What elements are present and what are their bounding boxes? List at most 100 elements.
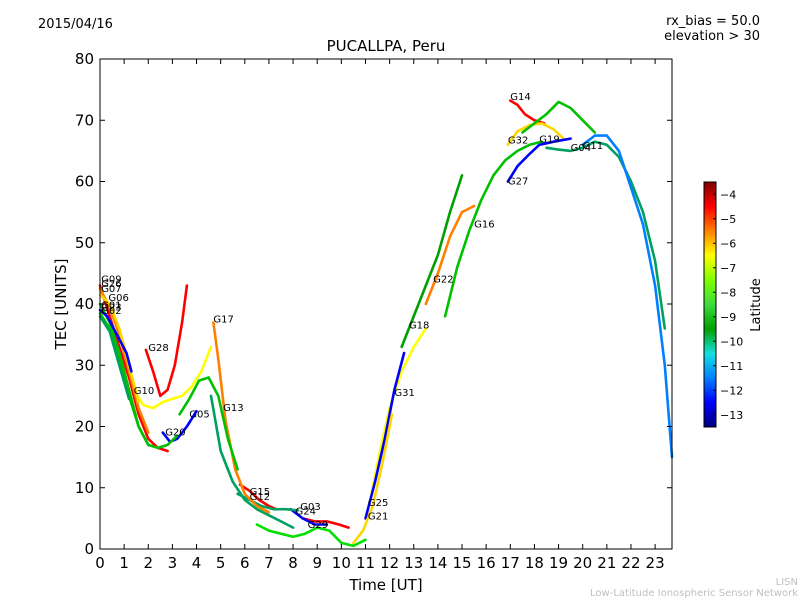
colorbar-tick-label: −9	[720, 311, 736, 324]
series-line-g10	[132, 345, 213, 410]
series-line-g11	[581, 134, 674, 459]
org-short-label: LISN	[775, 577, 798, 588]
x-tick-label: 6	[240, 554, 250, 572]
colorbar-tick-label: −6	[720, 237, 736, 250]
elevation-label: elevation > 30	[664, 29, 760, 44]
y-tick-label: 40	[75, 295, 94, 313]
series-label-g05: G05	[189, 409, 209, 420]
rx-bias-label: rx_bias = 50.0	[666, 14, 760, 29]
y-axis-label: TEC [UNITS]	[52, 259, 70, 351]
x-tick-label: 23	[646, 554, 665, 572]
y-tick-label: 30	[75, 356, 94, 374]
series-label-g19: G19	[539, 134, 559, 145]
colorbar-label: Latitude	[749, 278, 764, 332]
series-label-g06: G06	[108, 293, 128, 304]
series-label-g29: G29	[308, 520, 328, 531]
series-label-g27: G27	[508, 177, 528, 188]
series-line-g24	[289, 507, 329, 526]
y-tick-label: 10	[75, 479, 94, 497]
x-tick-label: 11	[356, 554, 375, 572]
x-tick-label: 2	[143, 554, 153, 572]
x-tick-label: 15	[452, 554, 471, 572]
x-tick-label: 21	[597, 554, 616, 572]
series-label-g02: G02	[101, 306, 121, 317]
x-tick-label: 22	[621, 554, 640, 572]
series-label-g32: G32	[508, 136, 528, 147]
x-tick-label: 13	[404, 554, 423, 572]
colorbar-tick-label: −5	[720, 213, 736, 226]
x-tick-label: 8	[288, 554, 298, 572]
series-line-g32	[506, 122, 565, 147]
date-label: 2015/04/16	[38, 17, 113, 32]
x-tick-label: 3	[168, 554, 178, 572]
series-label-g11: G11	[583, 141, 603, 152]
series-label-g16: G16	[474, 219, 494, 230]
series-label-g24: G24	[296, 507, 316, 518]
series-label-g26: G26	[101, 279, 121, 290]
series-label-g22: G22	[433, 275, 453, 286]
series-layer	[98, 99, 674, 548]
series-line-g21	[352, 412, 394, 545]
series-label-g14: G14	[510, 92, 530, 103]
x-tick-label: 5	[216, 554, 226, 572]
series-line-g29	[255, 523, 367, 548]
series-line-g16	[443, 140, 544, 318]
series-label-g03: G03	[300, 502, 320, 513]
y-tick-label: 50	[75, 234, 94, 252]
colorbar-tick-label: −4	[720, 188, 736, 201]
series-label-g17: G17	[213, 314, 233, 325]
series-label-g13: G13	[223, 403, 243, 414]
colorbar-ticks: −4 −5 −6 −7 −8 −9 −10 −11 −12 −13	[713, 188, 743, 422]
series-label-g01: G01	[101, 300, 121, 311]
x-tick-label: 9	[312, 554, 322, 572]
x-axis: 0 1 2 3 4 5 6 7 8 9 10 11 12 13 14 15 16 17 18 19 20 21 22 23	[95, 59, 665, 572]
series-label-g18: G18	[409, 321, 429, 332]
x-tick-label: 20	[573, 554, 592, 572]
colorbar-tick-label: −13	[720, 409, 743, 422]
series-line-g28	[144, 284, 189, 398]
x-tick-label: 14	[428, 554, 447, 572]
series-label-g23: G23	[101, 303, 121, 314]
colorbar-tick-label: −11	[720, 360, 743, 373]
series-line-g25	[364, 351, 406, 520]
colorbar-tick-label: −12	[720, 384, 743, 397]
series-label-g21: G21	[368, 512, 388, 523]
y-tick-label: 60	[75, 173, 94, 191]
series-label-g31: G31	[394, 388, 414, 399]
y-tick-label: 20	[75, 418, 94, 436]
series-line-g04	[545, 140, 667, 330]
x-tick-label: 4	[192, 554, 202, 572]
series-line-g12	[236, 492, 300, 512]
series-line-g27	[506, 137, 572, 183]
x-tick-label: 16	[477, 554, 496, 572]
x-tick-label: 1	[119, 554, 129, 572]
series-label-g25: G25	[368, 498, 388, 509]
series-label-g07: G07	[101, 284, 121, 295]
series-label-g09: G09	[101, 275, 121, 286]
org-long-label: Low-Latitude Ionospheric Sensor Network	[590, 588, 798, 599]
series-label-g04: G04	[571, 143, 591, 154]
x-tick-label: 12	[380, 554, 399, 572]
series-line-g07	[98, 293, 140, 404]
x-tick-label: 10	[332, 554, 351, 572]
x-tick-label: 19	[549, 554, 568, 572]
series-line-g02	[98, 314, 131, 401]
y-tick-label: 70	[75, 111, 94, 129]
series-line-g13	[209, 394, 295, 529]
series-line-g20	[161, 409, 198, 444]
chart-title: PUCALLPA, Peru	[326, 37, 446, 55]
series-line-g15	[238, 483, 278, 511]
series-label-g28: G28	[148, 343, 168, 354]
x-tick-label: 18	[525, 554, 544, 572]
series-line-g22	[424, 204, 476, 306]
x-tick-label: 17	[501, 554, 520, 572]
series-line-g18	[400, 174, 464, 349]
x-tick-label: 0	[95, 554, 105, 572]
series-label-g10: G10	[134, 386, 154, 397]
y-tick-label: 80	[75, 50, 94, 68]
colorbar-tick-label: −10	[720, 335, 743, 348]
series-line-g05	[178, 376, 239, 471]
series-line-g03	[301, 517, 350, 529]
